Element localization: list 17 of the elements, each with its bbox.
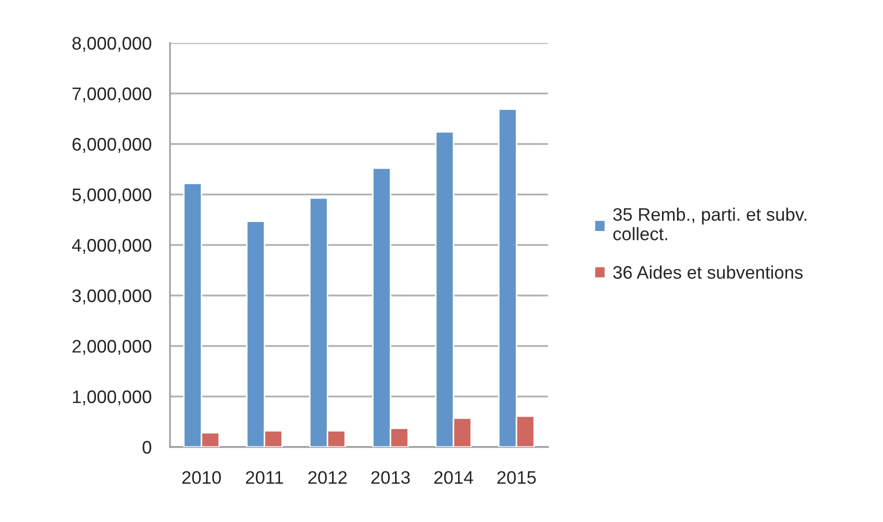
y-tick-label: 5,000,000 [72,188,152,204]
y-tick-label: 3,000,000 [72,289,152,304]
legend-label: 35 Remb., parti. et subv. collect. [613,208,806,240]
x-tick-label: 2014 [434,471,474,484]
legend-label: 36 Aides et subventions [613,266,803,279]
x-tick-label: 2015 [497,471,536,484]
x-tick-label: 2013 [371,471,410,484]
y-tick-label: 6,000,000 [72,138,152,153]
x-tick-label: 2011 [246,471,284,484]
y-tick-label: 8,000,000 [72,36,152,52]
y-tick-label: 7,000,000 [72,87,152,102]
y-tick-label: 0 [142,440,152,454]
y-tick-label: 4,000,000 [72,238,152,254]
x-tick-label: 2010 [182,471,221,484]
x-tick-label: 2012 [308,471,347,484]
y-tick-label: 2,000,000 [72,340,152,355]
y-tick-label: 1,000,000 [73,390,152,406]
